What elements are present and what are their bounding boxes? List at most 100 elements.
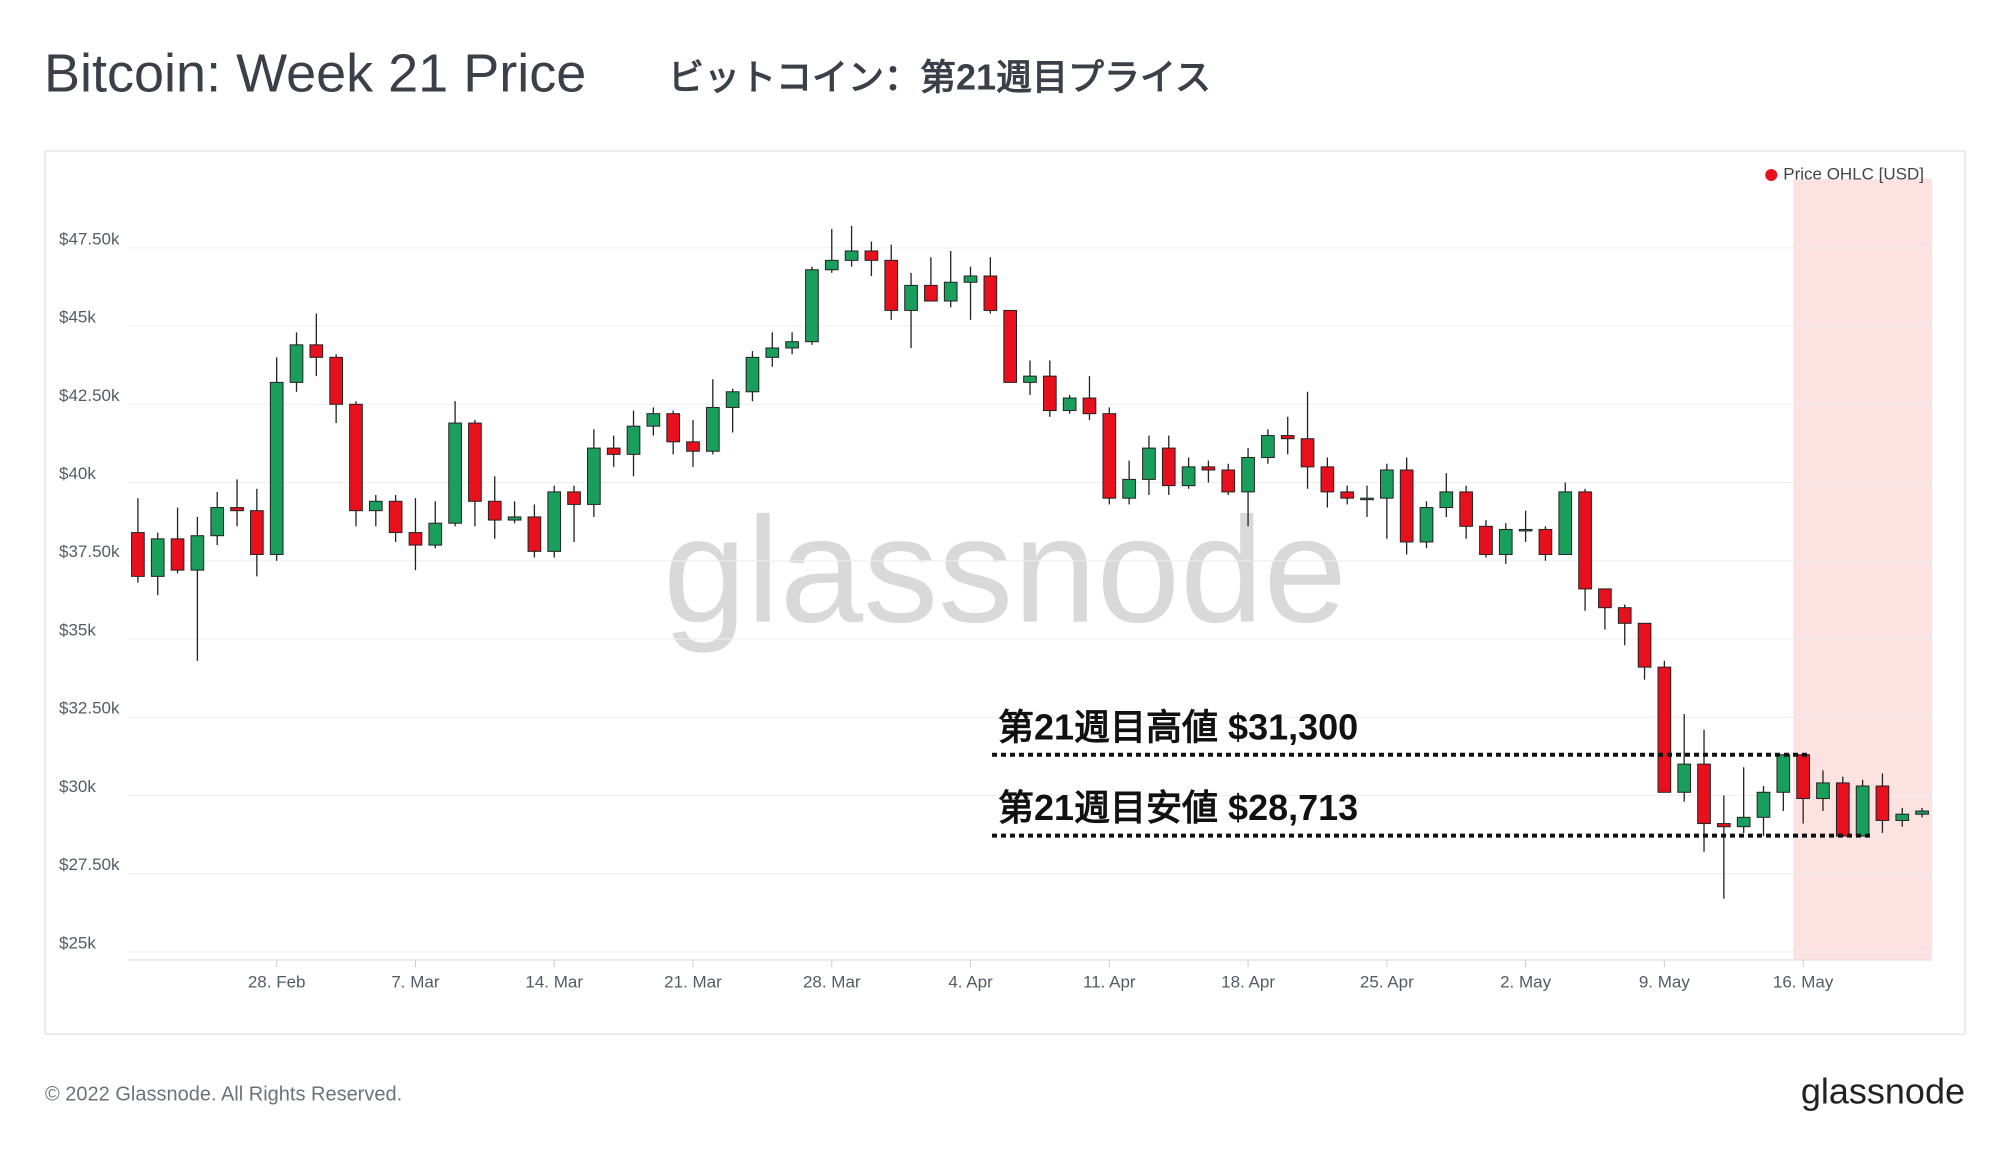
candle-body (1241, 456, 1255, 493)
candle-body (1023, 375, 1037, 383)
candle-body (131, 532, 145, 577)
candle-body (646, 413, 661, 427)
candle-body (567, 491, 581, 505)
x-tick-label: 2. May (1500, 972, 1552, 991)
candle-body (1261, 435, 1275, 458)
candle-body (289, 344, 304, 383)
candle-body (884, 259, 899, 311)
candle-body (864, 250, 879, 261)
x-tick-label: 25. Apr (1360, 972, 1414, 991)
y-tick-label: $40k (59, 464, 96, 483)
candle-body (1835, 782, 1850, 837)
candle-body (1439, 491, 1454, 509)
candle-body (448, 422, 462, 524)
candle-body (309, 344, 324, 358)
y-tick-label: $32.50k (59, 699, 120, 718)
page-subtitle: ビットコイン：第21週目プライス (668, 57, 1211, 98)
candle-body (150, 538, 165, 577)
candle-body (1617, 607, 1632, 624)
candle-body (527, 516, 542, 552)
candle-body (1578, 491, 1592, 590)
plot: $25k $27.50k $30k $32.50k $35k $37.50k $40k $42… (59, 164, 1932, 991)
candle-body (725, 391, 740, 408)
candle-body (1855, 785, 1870, 837)
x-tick-label: 7. Mar (391, 972, 440, 991)
x-tick-label: 4. Apr (948, 972, 993, 991)
candle-body (329, 356, 343, 405)
candle-body (1102, 413, 1117, 499)
candle-body (1399, 469, 1414, 543)
candle-body (765, 347, 780, 358)
candle-body (785, 341, 799, 349)
candle-body (1082, 397, 1097, 415)
y-tick-label: $27.50k (59, 855, 120, 874)
candle-body (1657, 666, 1672, 793)
watermark: glassnode (663, 486, 1347, 654)
x-tick-label: 21. Mar (664, 972, 722, 991)
x-tick-label: 14. Mar (525, 972, 583, 991)
candle-body (1122, 478, 1136, 499)
candle-body (963, 275, 978, 283)
page-title: Bitcoin: Week 21 Price (44, 43, 586, 103)
candle-body (250, 510, 264, 555)
candle-body (1221, 469, 1236, 493)
x-tick-label: 9. May (1639, 972, 1691, 991)
candle-body (1161, 447, 1176, 487)
candle-body (686, 441, 700, 452)
candle-body (1181, 466, 1196, 487)
candle-body (408, 532, 423, 546)
candle-body (1756, 791, 1771, 818)
candle-body (1776, 754, 1791, 793)
candle-body (1558, 491, 1573, 555)
copyright: © 2022 Glassnode. All Rights Reserved. (45, 1083, 402, 1105)
candle-body (1538, 528, 1553, 555)
legend-marker (1765, 169, 1778, 181)
candle-body (547, 491, 562, 552)
candle-body (368, 500, 383, 512)
candle-body (1736, 816, 1751, 828)
annotation-label: 第21週目安値 $28,713 (998, 787, 1358, 828)
y-tick-label: $30k (59, 777, 96, 796)
candle-body (1003, 309, 1018, 383)
candle-body (1142, 447, 1156, 480)
candle-body (924, 284, 938, 302)
candle-body (1498, 528, 1513, 555)
candle-body (805, 269, 819, 343)
candle-body (1062, 397, 1077, 412)
candle-body (1717, 823, 1731, 828)
candle-body (1598, 588, 1612, 609)
candle-body (170, 538, 185, 571)
candle-body (666, 413, 681, 443)
x-tick-label: 18. Apr (1221, 972, 1275, 991)
candle-body (1677, 763, 1692, 793)
candle-body (1796, 754, 1810, 800)
candle-body (1479, 525, 1493, 555)
annotation-label: 第21週目高値 $31,300 (998, 706, 1358, 747)
logo: glassnode (1801, 1071, 1965, 1112)
y-tick-label: $35k (59, 620, 96, 639)
candle-body (904, 284, 918, 311)
candle-body (190, 535, 205, 571)
candle-body (1360, 497, 1374, 501)
y-tick-label: $45k (59, 308, 96, 327)
candle-body (705, 406, 720, 452)
x-tick-label: 11. Apr (1083, 972, 1136, 991)
candle-body (1697, 763, 1711, 825)
candle-body (824, 259, 839, 271)
candle-body (468, 422, 482, 502)
candle-body (587, 447, 601, 505)
y-tick-label: $37.50k (59, 542, 120, 561)
candle-body (1280, 435, 1295, 440)
candle-body (428, 522, 443, 546)
candle-body (1816, 782, 1830, 800)
y-tick-label: $42.50k (59, 386, 120, 405)
candle-body (487, 500, 502, 521)
candle-body (745, 356, 760, 393)
candle-body (1459, 491, 1473, 527)
candle-body (983, 275, 998, 311)
candle-body (626, 425, 641, 455)
candle-body (388, 500, 403, 534)
y-tick-label: $25k (59, 933, 96, 952)
